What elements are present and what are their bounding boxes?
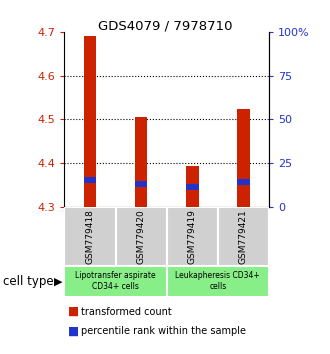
Bar <box>186 166 199 207</box>
Text: Leukapheresis CD34+
cells: Leukapheresis CD34+ cells <box>176 272 260 291</box>
Text: ▶: ▶ <box>53 276 62 286</box>
Text: GSM779421: GSM779421 <box>239 209 248 264</box>
Text: Lipotransfer aspirate
CD34+ cells: Lipotransfer aspirate CD34+ cells <box>75 272 156 291</box>
Text: ■: ■ <box>68 305 79 318</box>
Bar <box>64 207 116 266</box>
Bar <box>83 36 96 207</box>
Bar <box>135 181 148 187</box>
Bar <box>167 266 269 297</box>
Text: GSM779419: GSM779419 <box>188 209 197 264</box>
Text: GDS4079 / 7978710: GDS4079 / 7978710 <box>98 19 232 33</box>
Text: cell type: cell type <box>3 275 54 288</box>
Bar <box>186 184 199 190</box>
Text: ■: ■ <box>68 325 79 337</box>
Text: percentile rank within the sample: percentile rank within the sample <box>81 326 246 336</box>
Text: transformed count: transformed count <box>81 307 172 316</box>
Bar <box>237 109 250 207</box>
Bar <box>218 207 269 266</box>
Bar <box>83 177 96 183</box>
Bar <box>64 266 167 297</box>
Bar <box>237 179 250 185</box>
Text: GSM779418: GSM779418 <box>85 209 94 264</box>
Text: GSM779420: GSM779420 <box>137 209 146 264</box>
Bar <box>115 207 167 266</box>
Bar <box>167 207 218 266</box>
Bar <box>135 117 148 207</box>
